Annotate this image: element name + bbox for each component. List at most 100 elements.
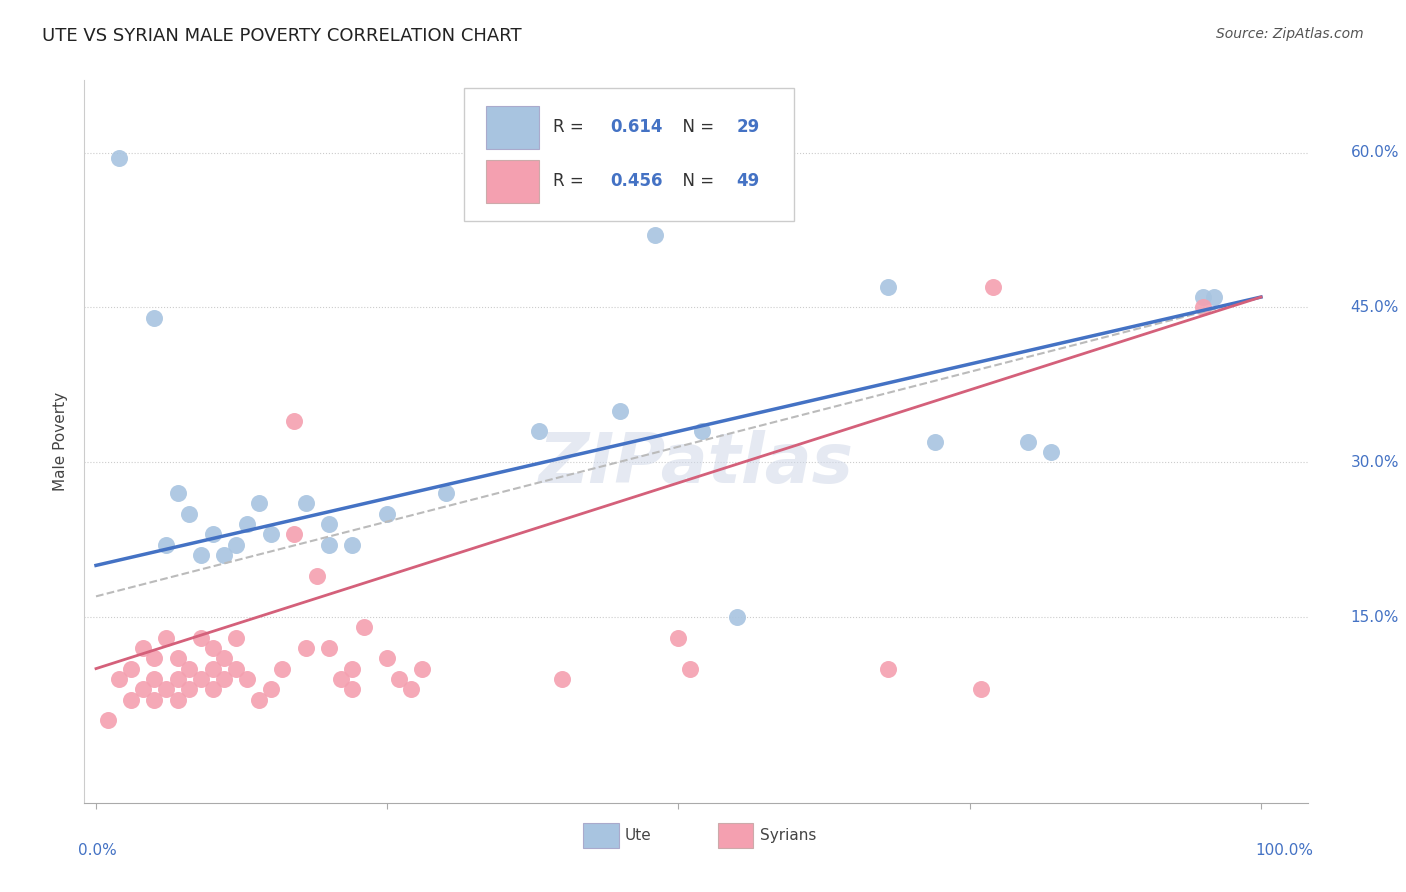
Text: 0.0%: 0.0% [79, 843, 117, 857]
Point [201, 662, 224, 676]
Text: R =: R = [553, 119, 589, 136]
Point [434, 486, 457, 500]
Point [294, 496, 316, 510]
Text: 0.614: 0.614 [610, 119, 662, 136]
Point [131, 640, 153, 655]
Point [155, 682, 177, 697]
Point [155, 538, 177, 552]
Point [271, 662, 294, 676]
Point [981, 279, 1004, 293]
Point [97, 713, 120, 727]
Text: 15.0%: 15.0% [1350, 609, 1399, 624]
Point [108, 151, 131, 165]
Point [179, 662, 201, 676]
FancyBboxPatch shape [718, 823, 754, 847]
Point [190, 672, 212, 686]
Point [247, 496, 270, 510]
Text: UTE VS SYRIAN MALE POVERTY CORRELATION CHART: UTE VS SYRIAN MALE POVERTY CORRELATION C… [42, 27, 522, 45]
Point [201, 527, 224, 541]
Point [375, 651, 398, 665]
Text: 30.0%: 30.0% [1350, 455, 1399, 470]
Point [388, 672, 411, 686]
Point [294, 640, 316, 655]
Text: N =: N = [672, 172, 718, 190]
FancyBboxPatch shape [464, 87, 794, 221]
Point [329, 672, 352, 686]
Point [201, 640, 224, 655]
Point [307, 568, 329, 582]
Point [225, 631, 247, 645]
Point [527, 424, 550, 438]
Point [342, 682, 364, 697]
Point [212, 548, 235, 562]
Point [399, 682, 422, 697]
Point [260, 527, 283, 541]
Point [236, 517, 259, 532]
Point [690, 424, 713, 438]
Y-axis label: Male Poverty: Male Poverty [53, 392, 69, 491]
Text: Syrians: Syrians [759, 828, 815, 843]
Point [679, 662, 702, 676]
Point [318, 640, 340, 655]
Point [225, 662, 247, 676]
Point [212, 672, 235, 686]
Text: 100.0%: 100.0% [1256, 843, 1313, 857]
Text: 49: 49 [737, 172, 759, 190]
Text: Ute: Ute [626, 828, 652, 843]
Point [212, 651, 235, 665]
Point [1204, 290, 1226, 304]
Point [143, 651, 166, 665]
Point [877, 662, 900, 676]
Point [644, 228, 666, 243]
Point [342, 538, 364, 552]
Point [179, 682, 201, 697]
Point [1191, 301, 1213, 315]
Text: 60.0%: 60.0% [1350, 145, 1399, 160]
Point [166, 651, 188, 665]
Point [283, 414, 305, 428]
Point [668, 631, 690, 645]
Point [143, 692, 166, 706]
Point [283, 527, 305, 541]
Point [1040, 445, 1063, 459]
Text: ZIPatlas: ZIPatlas [538, 430, 853, 497]
Point [155, 631, 177, 645]
Point [120, 692, 142, 706]
Point [247, 692, 270, 706]
Text: R =: R = [553, 172, 589, 190]
Point [120, 662, 142, 676]
Point [353, 620, 375, 634]
Point [131, 682, 153, 697]
Point [342, 662, 364, 676]
Point [166, 486, 188, 500]
Text: 29: 29 [737, 119, 759, 136]
Point [166, 672, 188, 686]
Text: 0.456: 0.456 [610, 172, 662, 190]
Point [318, 517, 340, 532]
Point [143, 672, 166, 686]
Point [1191, 290, 1213, 304]
Point [1017, 434, 1039, 449]
Point [236, 672, 259, 686]
FancyBboxPatch shape [583, 823, 619, 847]
Point [375, 507, 398, 521]
Point [108, 672, 131, 686]
FancyBboxPatch shape [485, 106, 540, 149]
Point [924, 434, 946, 449]
FancyBboxPatch shape [485, 161, 540, 202]
Point [725, 610, 748, 624]
Point [179, 507, 201, 521]
Point [260, 682, 283, 697]
Point [877, 279, 900, 293]
Text: N =: N = [672, 119, 718, 136]
Point [190, 548, 212, 562]
Point [166, 692, 188, 706]
Point [143, 310, 166, 325]
Point [190, 631, 212, 645]
Point [411, 662, 433, 676]
Point [970, 682, 993, 697]
Point [551, 672, 574, 686]
Text: Source: ZipAtlas.com: Source: ZipAtlas.com [1216, 27, 1364, 41]
Point [225, 538, 247, 552]
Point [201, 682, 224, 697]
